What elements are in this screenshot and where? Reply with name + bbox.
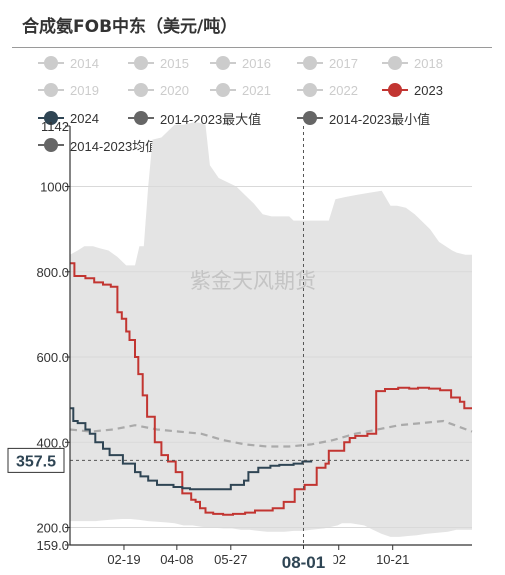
legend-label: 2016 bbox=[242, 55, 271, 71]
legend-label: 2022 bbox=[329, 82, 358, 98]
legend-label: 2021 bbox=[242, 82, 271, 98]
y-tick-label-3: 600.0 bbox=[36, 350, 69, 365]
legend-label: 2024 bbox=[70, 110, 99, 126]
legend-item-2019[interactable]: 2019 bbox=[38, 80, 99, 100]
legend-marker-icon bbox=[128, 111, 154, 125]
legend-label: 2019 bbox=[70, 82, 99, 98]
legend-item-mean[interactable]: 2014-2023均值 bbox=[38, 135, 158, 155]
x-tick-label-4: 02 bbox=[331, 552, 345, 567]
legend-label: 2017 bbox=[329, 55, 358, 71]
legend-label: 2014-2023最小值 bbox=[329, 111, 431, 127]
title-divider bbox=[12, 47, 492, 48]
legend-label: 2014-2023最大值 bbox=[160, 111, 262, 127]
legend-marker-icon bbox=[128, 56, 154, 70]
hover-y-label: 357.5 bbox=[16, 453, 56, 470]
x-tick-label-5: 10-21 bbox=[376, 552, 409, 567]
legend-marker-icon bbox=[38, 83, 64, 97]
y-tick-label-1: 1000 bbox=[40, 180, 69, 195]
min-max-band-area bbox=[70, 122, 472, 537]
legend-item-2024[interactable]: 2024 bbox=[38, 108, 99, 128]
series-2024-line bbox=[70, 407, 313, 491]
legend-marker-icon bbox=[382, 83, 408, 97]
legend-marker-icon bbox=[38, 111, 64, 125]
x-tick-label-0: 02-19 bbox=[107, 552, 140, 567]
legend-marker-icon bbox=[210, 83, 236, 97]
legend-label: 2014 bbox=[70, 55, 99, 71]
y-tick-label-0: 1142 bbox=[41, 119, 69, 134]
legend-item-max[interactable]: 2014-2023最大值 bbox=[128, 108, 261, 128]
legend-item-2016[interactable]: 2016 bbox=[210, 53, 271, 73]
legend-item-2022[interactable]: 2022 bbox=[297, 80, 358, 100]
series-2023-line bbox=[70, 262, 472, 516]
hover-x-label: 08-01 bbox=[282, 553, 325, 572]
legend-marker-icon bbox=[297, 83, 323, 97]
legend-label: 2018 bbox=[414, 55, 443, 71]
legend-item-2015[interactable]: 2015 bbox=[128, 53, 189, 73]
chart-title: 合成氨FOB中东（美元/吨） bbox=[22, 17, 238, 37]
y-tick-label-6: 159.0 bbox=[36, 538, 69, 553]
hover-y-label-box bbox=[7, 447, 65, 473]
legend-item-2018[interactable]: 2018 bbox=[382, 53, 443, 73]
watermark-text: 紫金天风期货 bbox=[190, 270, 316, 293]
y-tick-label-5: 200.0 bbox=[36, 521, 69, 536]
hover-x-label-box bbox=[273, 549, 334, 575]
legend-item-2017[interactable]: 2017 bbox=[297, 53, 358, 73]
legend-marker-icon bbox=[297, 111, 323, 125]
legend-marker-icon bbox=[382, 56, 408, 70]
legend-marker-icon bbox=[128, 83, 154, 97]
legend-marker-icon bbox=[38, 56, 64, 70]
legend-item-2020[interactable]: 2020 bbox=[128, 80, 189, 100]
series-mean-line bbox=[69, 419, 473, 448]
legend-label: 2020 bbox=[160, 82, 189, 98]
legend-marker-icon bbox=[297, 56, 323, 70]
legend-label: 2023 bbox=[414, 82, 443, 98]
x-tick-label-2: 05-27 bbox=[214, 552, 247, 567]
legend-marker-icon bbox=[210, 56, 236, 70]
legend-item-min[interactable]: 2014-2023最小值 bbox=[297, 108, 430, 128]
y-tick-label-4: 400.0 bbox=[36, 435, 69, 450]
legend-label: 2015 bbox=[160, 55, 189, 71]
legend-marker-icon bbox=[38, 138, 64, 152]
legend-item-2023[interactable]: 2023 bbox=[382, 80, 443, 100]
y-tick-label-2: 800.0 bbox=[36, 265, 69, 280]
legend-item-2014[interactable]: 2014 bbox=[38, 53, 99, 73]
legend-label: 2014-2023均值 bbox=[70, 138, 159, 154]
legend-item-2021[interactable]: 2021 bbox=[210, 80, 271, 100]
x-tick-label-1: 04-08 bbox=[160, 552, 193, 567]
